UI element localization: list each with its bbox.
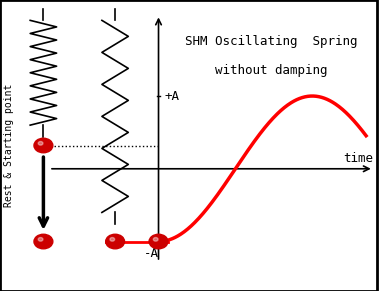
- Circle shape: [38, 141, 43, 145]
- Circle shape: [34, 234, 53, 249]
- Circle shape: [153, 237, 158, 241]
- Circle shape: [38, 237, 43, 241]
- Text: Rest & Starting point: Rest & Starting point: [5, 84, 14, 207]
- Text: time: time: [343, 152, 373, 165]
- Text: SHM Oscillating  Spring: SHM Oscillating Spring: [186, 35, 358, 48]
- Text: -A: -A: [144, 247, 158, 260]
- Circle shape: [34, 138, 53, 153]
- Text: without damping: without damping: [216, 64, 328, 77]
- Text: +A: +A: [164, 90, 179, 102]
- Circle shape: [149, 234, 168, 249]
- Circle shape: [106, 234, 125, 249]
- Circle shape: [110, 237, 115, 241]
